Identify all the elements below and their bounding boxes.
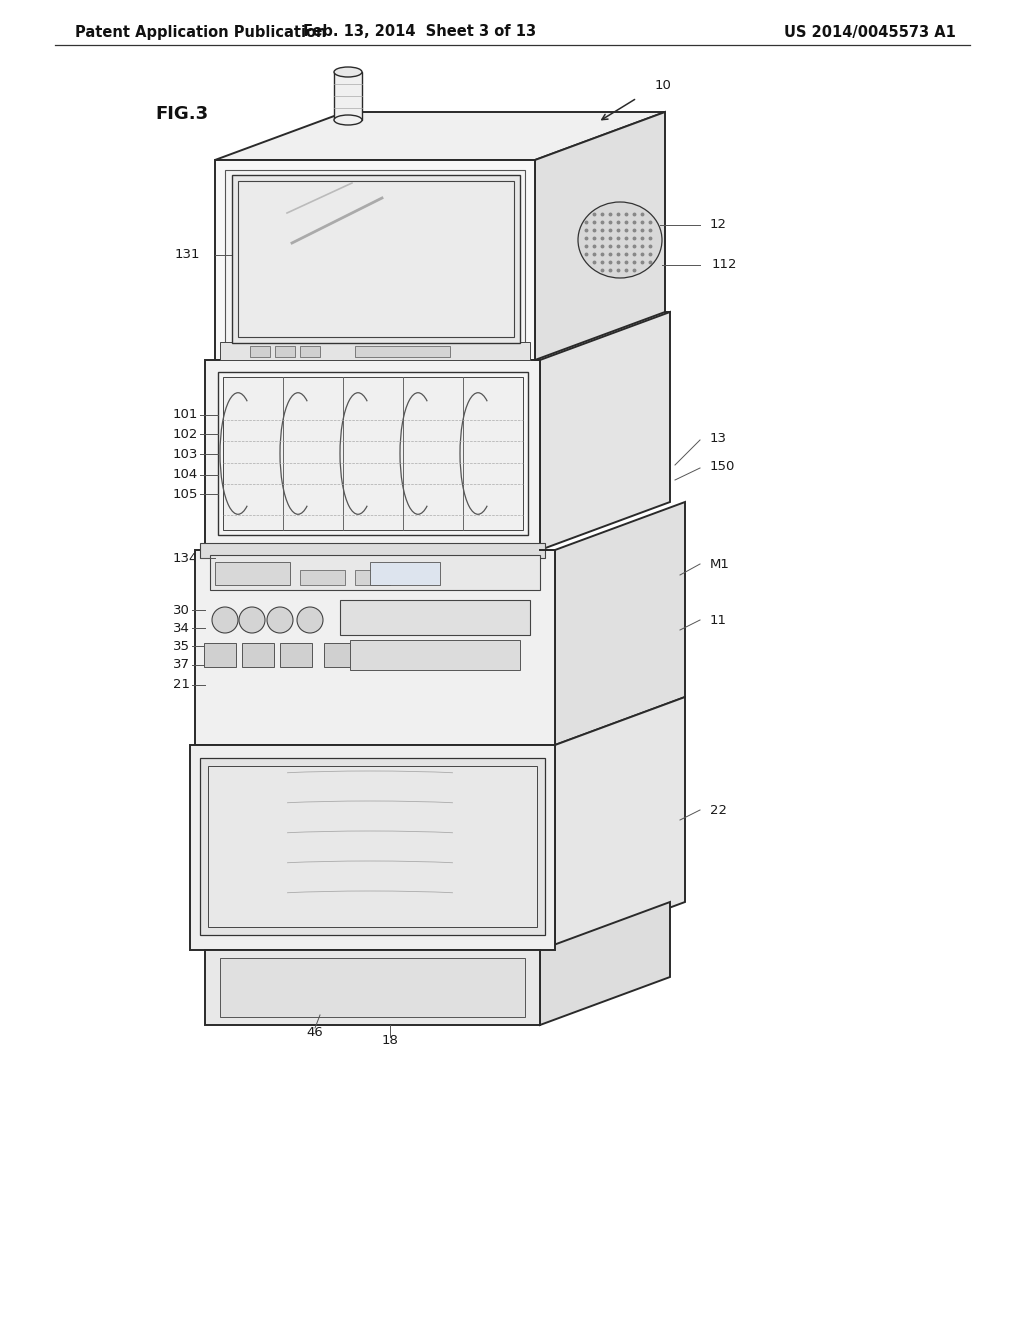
Polygon shape [334,73,362,120]
Polygon shape [215,562,290,585]
Polygon shape [540,312,670,550]
Polygon shape [540,902,670,1026]
Polygon shape [280,643,312,667]
Polygon shape [370,562,440,585]
Polygon shape [362,643,394,667]
Text: 101: 101 [173,408,198,421]
Text: 12: 12 [710,219,727,231]
Polygon shape [555,502,685,744]
Text: 46: 46 [306,1026,324,1039]
Text: 104: 104 [173,469,198,482]
Circle shape [297,607,323,634]
Text: 37: 37 [173,659,190,672]
Text: 102: 102 [173,428,198,441]
Text: 13: 13 [710,432,727,445]
Text: 11: 11 [710,614,727,627]
Polygon shape [205,950,540,1026]
Text: 103: 103 [173,447,198,461]
Text: 30: 30 [173,603,190,616]
Text: 35: 35 [173,639,190,652]
Ellipse shape [334,115,362,125]
Text: 112: 112 [712,259,737,272]
Polygon shape [210,554,540,590]
Polygon shape [220,958,525,1016]
Text: 105: 105 [173,487,198,500]
Polygon shape [195,550,555,744]
Polygon shape [324,643,356,667]
Polygon shape [190,744,555,950]
Text: 134: 134 [173,552,198,565]
Text: 34: 34 [173,622,190,635]
Polygon shape [205,360,540,550]
Polygon shape [555,697,685,950]
Text: US 2014/0045573 A1: US 2014/0045573 A1 [784,25,956,40]
Polygon shape [350,640,520,671]
Text: FIG.3: FIG.3 [155,106,208,123]
Text: 18: 18 [382,1034,398,1047]
Polygon shape [225,170,525,350]
Text: M1: M1 [710,557,730,570]
Ellipse shape [334,67,362,77]
Text: 111: 111 [335,90,360,103]
Text: 10: 10 [655,79,672,92]
Polygon shape [204,643,236,667]
Polygon shape [355,570,390,585]
Polygon shape [355,346,450,356]
Polygon shape [215,160,535,360]
Circle shape [239,607,265,634]
Polygon shape [215,112,665,160]
Polygon shape [200,543,545,558]
Polygon shape [208,766,537,927]
Polygon shape [275,346,295,356]
Ellipse shape [578,202,662,279]
Circle shape [267,607,293,634]
Polygon shape [340,601,530,635]
Polygon shape [300,570,345,585]
Circle shape [212,607,238,634]
Polygon shape [300,346,319,356]
Polygon shape [218,372,528,535]
Text: Patent Application Publication: Patent Application Publication [75,25,327,40]
Text: 21: 21 [173,678,190,692]
Polygon shape [238,181,514,337]
Polygon shape [250,346,270,356]
Text: 150: 150 [710,459,735,473]
Polygon shape [242,643,274,667]
Polygon shape [220,342,530,360]
Text: Feb. 13, 2014  Sheet 3 of 13: Feb. 13, 2014 Sheet 3 of 13 [303,25,537,40]
Polygon shape [223,378,523,531]
Text: 22: 22 [710,804,727,817]
Polygon shape [535,112,665,360]
Text: 131: 131 [174,248,200,261]
Polygon shape [232,176,520,343]
Polygon shape [200,758,545,935]
